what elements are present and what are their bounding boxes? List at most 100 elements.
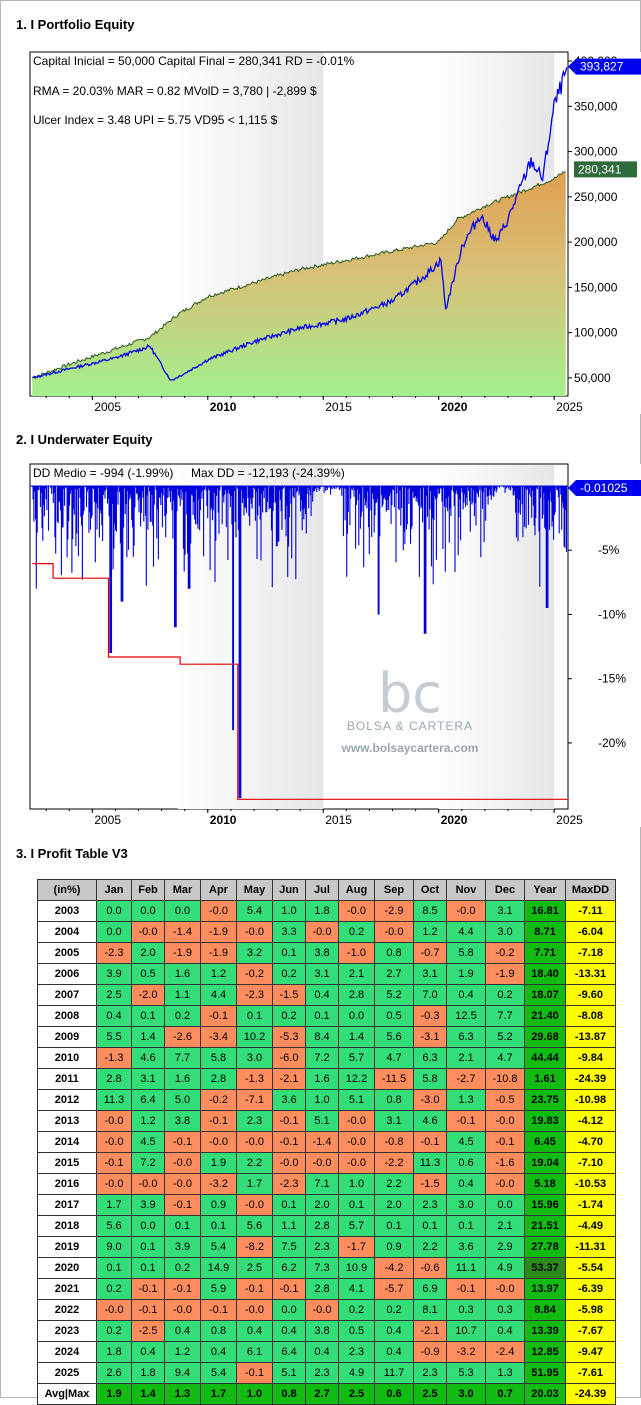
row-year-label: 2024 bbox=[37, 1341, 97, 1363]
maxdd-cell: -9.60 bbox=[565, 984, 616, 1006]
month-return-cell: 3.9 bbox=[96, 963, 132, 985]
year-return-cell: 19.83 bbox=[524, 1110, 566, 1132]
table-header-cell: Nov bbox=[446, 879, 486, 901]
year-return-cell: 13.97 bbox=[524, 1278, 566, 1300]
month-return-cell: 5.1 bbox=[272, 1362, 306, 1384]
year-return-cell: 7.71 bbox=[524, 942, 566, 964]
equity-area bbox=[32, 171, 566, 396]
row-year-label: 2016 bbox=[37, 1173, 97, 1195]
month-return-cell: 0.1 bbox=[96, 1257, 132, 1279]
month-return-cell: 1.0 bbox=[305, 1089, 339, 1111]
month-return-cell: 0.1 bbox=[305, 1005, 339, 1027]
month-return-cell: 2.3 bbox=[413, 1194, 447, 1216]
month-return-cell: 0.1 bbox=[164, 1215, 201, 1237]
table-header-cell: Sep bbox=[374, 879, 414, 901]
month-return-cell: -11.5 bbox=[374, 1068, 414, 1090]
month-return-cell: 14.9 bbox=[200, 1257, 237, 1279]
month-return-cell: -0.1 bbox=[200, 1005, 237, 1027]
row-year-label: 2013 bbox=[37, 1110, 97, 1132]
month-return-cell: 2.3 bbox=[338, 1341, 375, 1363]
month-return-cell: 5.8 bbox=[446, 942, 486, 964]
table-header-cell: Year bbox=[524, 879, 566, 901]
month-return-cell: -1.7 bbox=[338, 1236, 375, 1258]
underwater-info-left: DD Medio = -994 (-1.99%) bbox=[33, 466, 174, 480]
month-return-cell: 7.7 bbox=[164, 1047, 201, 1069]
month-return-cell: -0.1 bbox=[236, 1278, 273, 1300]
underwater-xtick-label-4: 2025 bbox=[556, 813, 583, 827]
underwater-chart-svg: -5% -10% -15% -20% 2005 2010 2015 2020 2025 -0.01… bbox=[29, 463, 641, 827]
month-return-cell: 1.2 bbox=[131, 1110, 165, 1132]
month-return-cell: -0.0 bbox=[374, 921, 414, 943]
month-return-cell: -2.2 bbox=[374, 1152, 414, 1174]
month-return-cell: 7.2 bbox=[131, 1152, 165, 1174]
table-header-cell: Oct bbox=[413, 879, 447, 901]
footer-year-avg: 20.03 bbox=[524, 1383, 566, 1405]
month-return-cell: 0.1 bbox=[272, 1194, 306, 1216]
month-return-cell: -0.0 bbox=[164, 1152, 201, 1174]
month-return-cell: 0.9 bbox=[200, 1194, 237, 1216]
month-return-cell: 11.7 bbox=[374, 1362, 414, 1384]
month-return-cell: 2.1 bbox=[446, 1047, 486, 1069]
underwater-ytick-label-1: -10% bbox=[598, 607, 626, 621]
month-return-cell: 0.0 bbox=[485, 1194, 525, 1216]
month-return-cell: 0.4 bbox=[305, 1341, 339, 1363]
month-return-cell: 0.8 bbox=[374, 1089, 414, 1111]
month-return-cell: 0.4 bbox=[200, 1341, 237, 1363]
month-return-cell: -2.3 bbox=[96, 942, 132, 964]
equity-ytick-label-2: 150,000 bbox=[574, 280, 618, 294]
month-return-cell: 7.1 bbox=[305, 1173, 339, 1195]
year-return-cell: 8.71 bbox=[524, 921, 566, 943]
month-return-cell: 6.4 bbox=[131, 1089, 165, 1111]
month-return-cell: -0.2 bbox=[200, 1089, 237, 1111]
month-return-cell: -1.3 bbox=[96, 1047, 132, 1069]
month-return-cell: -2.9 bbox=[374, 900, 414, 922]
month-return-cell: 0.4 bbox=[236, 1320, 273, 1342]
table-row: 2013 -0.0 1.2 3.8 -0.1 2.3 -0.1 5.1 -0.0 3.1 4.6 -0… bbox=[37, 1110, 616, 1132]
row-year-label: 2022 bbox=[37, 1299, 97, 1321]
month-return-cell: 2.2 bbox=[374, 1173, 414, 1195]
month-return-cell: 0.3 bbox=[485, 1299, 525, 1321]
table-row: 2017 1.7 3.9 -0.1 0.9 -0.0 0.1 2.0 0.1 2.0 2.3 3.0 0… bbox=[37, 1194, 616, 1216]
table-row: 2025 2.6 1.8 9.4 5.4 -0.1 5.1 2.3 4.9 11.7 2.3 5.3 1… bbox=[37, 1362, 616, 1384]
month-return-cell: 8.5 bbox=[413, 900, 447, 922]
month-return-cell: 4.9 bbox=[485, 1257, 525, 1279]
month-return-cell: 0.1 bbox=[131, 1005, 165, 1027]
month-return-cell: -1.3 bbox=[236, 1068, 273, 1090]
month-return-cell: 5.7 bbox=[338, 1215, 375, 1237]
month-return-cell: 10.9 bbox=[338, 1257, 375, 1279]
month-return-cell: 5.7 bbox=[338, 1047, 375, 1069]
table-row: 2023 0.2 -2.5 0.4 0.8 0.4 0.4 3.8 0.5 0.4 -2.1 10.7… bbox=[37, 1320, 616, 1342]
month-return-cell: 11.3 bbox=[413, 1152, 447, 1174]
month-return-cell: -7.1 bbox=[236, 1089, 273, 1111]
month-return-cell: -1.4 bbox=[164, 921, 201, 943]
month-return-cell: 0.6 bbox=[446, 1152, 486, 1174]
month-return-cell: 0.1 bbox=[446, 1215, 486, 1237]
row-year-label: 2005 bbox=[37, 942, 97, 964]
month-return-cell: 3.3 bbox=[272, 921, 306, 943]
month-return-cell: 5.0 bbox=[164, 1089, 201, 1111]
month-return-cell: -0.9 bbox=[413, 1341, 447, 1363]
month-return-cell: 0.0 bbox=[131, 900, 165, 922]
month-return-cell: -2.0 bbox=[131, 984, 165, 1006]
month-return-cell: 0.4 bbox=[305, 984, 339, 1006]
table-row: 2016 -0.0 -0.0 -0.0 -3.2 1.7 -2.3 7.1 1.0 2.2 -1.5… bbox=[37, 1173, 616, 1195]
month-return-cell: 0.0 bbox=[338, 1005, 375, 1027]
month-return-cell: -1.9 bbox=[485, 963, 525, 985]
month-return-cell: 1.2 bbox=[164, 1341, 201, 1363]
month-return-cell: -0.2 bbox=[485, 942, 525, 964]
maxdd-cell: -6.39 bbox=[565, 1278, 616, 1300]
month-return-cell: 6.4 bbox=[272, 1341, 306, 1363]
month-return-cell: 3.2 bbox=[236, 942, 273, 964]
month-return-cell: -0.0 bbox=[131, 1173, 165, 1195]
table-header-cell: Jun bbox=[272, 879, 306, 901]
equity-info-line3: Ulcer Index = 3.48 UPI = 5.75 VD95 < 1,1… bbox=[33, 113, 278, 127]
equity-xtick-label-2: 2015 bbox=[325, 400, 352, 414]
footer-maxdd: -24.39 bbox=[565, 1383, 616, 1405]
month-return-cell: 9.4 bbox=[164, 1362, 201, 1384]
footer-month-avg: 3.0 bbox=[446, 1383, 486, 1405]
month-return-cell: -0.0 bbox=[236, 1299, 273, 1321]
month-return-cell: -2.3 bbox=[272, 1173, 306, 1195]
month-return-cell: 1.3 bbox=[485, 1362, 525, 1384]
table-header-cell: Apr bbox=[200, 879, 237, 901]
row-year-label: 2007 bbox=[37, 984, 97, 1006]
